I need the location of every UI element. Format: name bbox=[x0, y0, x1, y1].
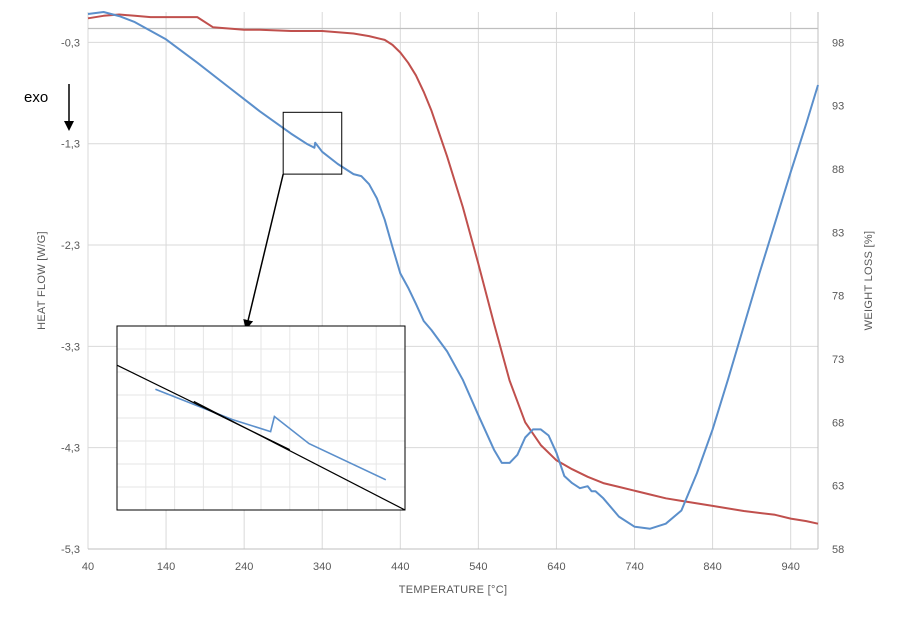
y-right-tick-label: 63 bbox=[832, 481, 844, 493]
inset-zoom-panel bbox=[116, 325, 406, 511]
y-right-tick-label: 73 bbox=[832, 354, 844, 366]
x-tick-label: 940 bbox=[781, 561, 799, 573]
y-right-axis-title: WEIGHT LOSS [%] bbox=[863, 231, 875, 331]
y-left-tick-label: -1,3 bbox=[61, 139, 80, 151]
y-right-tick-label: 58 bbox=[832, 544, 844, 556]
inset-plot bbox=[117, 364, 405, 510]
y-left-tick-label: -0,3 bbox=[61, 37, 80, 49]
tick-labels: 40 140 240 340 440 540 640 740 840 940 -0,3 -1,3 -2,… bbox=[61, 37, 844, 573]
weight-loss-line bbox=[87, 13, 819, 525]
y-left-tick-label: -4,3 bbox=[61, 443, 80, 455]
x-tick-label: 140 bbox=[157, 561, 175, 573]
x-axis-title: TEMPERATURE [°C] bbox=[399, 584, 508, 596]
x-tick-label: 440 bbox=[391, 561, 409, 573]
y-left-tick-label: -5,3 bbox=[61, 544, 80, 556]
x-tick-label: 840 bbox=[703, 561, 721, 573]
y-left-axis-title: HEAT FLOW [W/G] bbox=[36, 231, 48, 330]
y-right-tick-label: 78 bbox=[832, 291, 844, 303]
zoom-callout-arrow bbox=[243, 173, 284, 330]
x-tick-label: 740 bbox=[625, 561, 643, 573]
x-tick-label: 240 bbox=[235, 561, 253, 573]
y-left-tick-label: -2,3 bbox=[61, 240, 80, 252]
x-tick-label: 340 bbox=[313, 561, 331, 573]
x-tick-label: 540 bbox=[469, 561, 487, 573]
y-right-tick-label: 68 bbox=[832, 417, 844, 429]
inset-border bbox=[116, 325, 406, 511]
y-right-tick-label: 88 bbox=[832, 164, 844, 176]
inset-fit-line bbox=[193, 400, 405, 510]
y-right-tick-label: 83 bbox=[832, 227, 844, 239]
y-left-tick-label: -3,3 bbox=[61, 341, 80, 353]
y-right-tick-label: 98 bbox=[832, 37, 844, 49]
grid bbox=[87, 12, 819, 550]
x-tick-label: 640 bbox=[547, 561, 565, 573]
y-right-tick-label: 93 bbox=[832, 101, 844, 113]
heat-flow-line bbox=[87, 11, 819, 530]
zoom-region-box bbox=[282, 111, 343, 175]
exo-annotation: exo bbox=[24, 89, 48, 106]
plot-lines bbox=[87, 11, 819, 530]
x-tick-label: 40 bbox=[82, 561, 94, 573]
